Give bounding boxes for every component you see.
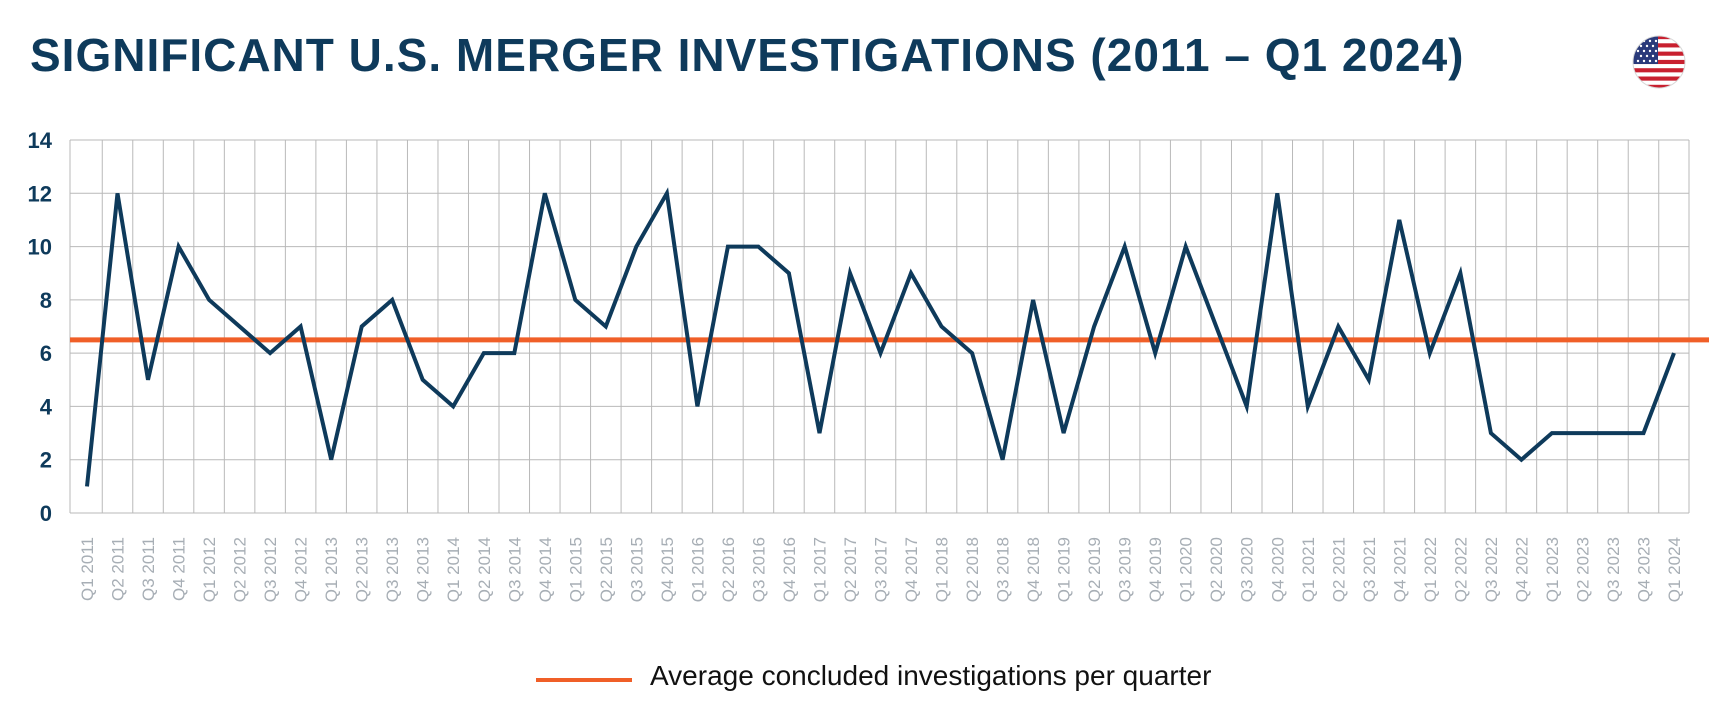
x-tick-label: Q1 2022: [1421, 537, 1440, 602]
x-tick-label: Q1 2018: [933, 537, 952, 602]
x-tick-label: Q4 2022: [1512, 537, 1531, 602]
x-tick-label: Q1 2016: [688, 537, 707, 602]
x-tick-label: Q4 2018: [1024, 537, 1043, 602]
x-tick-label: Q4 2014: [536, 537, 555, 602]
us-flag-icon: [1632, 35, 1686, 89]
x-tick-label: Q2 2011: [109, 537, 128, 601]
y-tick-label: 4: [40, 394, 53, 419]
y-tick-label: 6: [40, 341, 52, 366]
x-tick-label: Q1 2017: [810, 537, 829, 602]
x-tick-label: Q2 2020: [1207, 537, 1226, 602]
x-tick-label: Q1 2014: [444, 537, 463, 602]
y-tick-label: 2: [40, 448, 52, 473]
x-tick-label: Q2 2021: [1329, 537, 1348, 602]
y-tick-label: 10: [28, 235, 52, 260]
x-tick-label: Q2 2013: [353, 537, 372, 602]
x-tick-label: Q3 2011: [139, 537, 158, 601]
x-tick-label: Q3 2023: [1604, 537, 1623, 602]
x-tick-label: Q2 2016: [719, 537, 738, 602]
x-tick-label: Q4 2017: [902, 537, 921, 602]
y-tick-label: 14: [28, 128, 53, 153]
x-tick-label: Q2 2018: [963, 537, 982, 602]
x-tick-label: Q3 2021: [1360, 537, 1379, 602]
line-chart: 0 2 4 6 8 10 12 14 Q1 2011 Q2 2011 Q3 2011 Q4 2011 Q…: [28, 128, 1709, 602]
x-tick-label: Q2 2014: [475, 537, 494, 602]
x-tick-label: Q4 2023: [1634, 537, 1653, 602]
legend-average-label: Average concluded investigations per qua…: [650, 660, 1212, 691]
x-tick-label: Q2 2015: [597, 537, 616, 602]
x-tick-label: Q3 2015: [627, 537, 646, 602]
y-tick-label: 12: [28, 181, 52, 206]
x-tick-label: Q2 2019: [1085, 537, 1104, 602]
x-tick-label: Q1 2021: [1299, 537, 1318, 602]
x-tick-label: Q3 2017: [872, 537, 891, 602]
x-tick-label: Q4 2011: [170, 537, 189, 601]
x-tick-label: Q4 2019: [1146, 537, 1165, 602]
x-tick-label: Q3 2018: [994, 537, 1013, 602]
x-tick-label: Q1 2015: [566, 537, 585, 602]
x-tick-label: Q4 2020: [1268, 537, 1287, 602]
x-tick-label: Q4 2016: [780, 537, 799, 602]
chart-legend: Average concluded investigations per qua…: [0, 652, 1709, 692]
chart-title: SIGNIFICANT U.S. MERGER INVESTIGATIONS (…: [30, 29, 1465, 81]
x-tick-label: Q1 2020: [1177, 537, 1196, 602]
x-tick-label: Q3 2012: [261, 537, 280, 602]
x-tick-label: Q4 2015: [658, 537, 677, 602]
x-tick-label: Q3 2019: [1116, 537, 1135, 602]
x-tick-label: Q2 2023: [1573, 537, 1592, 602]
x-tick-label: Q2 2012: [231, 537, 250, 602]
x-tick-label: Q1 2011: [78, 537, 97, 601]
y-tick-label: 8: [40, 288, 52, 313]
x-tick-label: Q4 2012: [292, 537, 311, 602]
x-tick-label: Q1 2012: [200, 537, 219, 602]
x-tick-label: Q3 2013: [383, 537, 402, 602]
x-tick-label: Q3 2016: [749, 537, 768, 602]
x-tick-label: Q2 2017: [841, 537, 860, 602]
x-tick-label: Q2 2022: [1451, 537, 1470, 602]
x-tick-label: Q4 2013: [414, 537, 433, 602]
x-tick-label: Q1 2013: [322, 537, 341, 602]
x-tick-label: Q1 2024: [1665, 537, 1684, 602]
x-tick-label: Q3 2020: [1238, 537, 1257, 602]
x-tick-label: Q3 2014: [505, 537, 524, 602]
x-tick-label: Q3 2022: [1482, 537, 1501, 602]
x-tick-label: Q1 2019: [1055, 537, 1074, 602]
y-tick-label: 0: [40, 501, 52, 526]
x-tick-label: Q1 2023: [1543, 537, 1562, 602]
legend-average-swatch: [536, 678, 632, 682]
x-tick-label: Q4 2021: [1390, 537, 1409, 602]
